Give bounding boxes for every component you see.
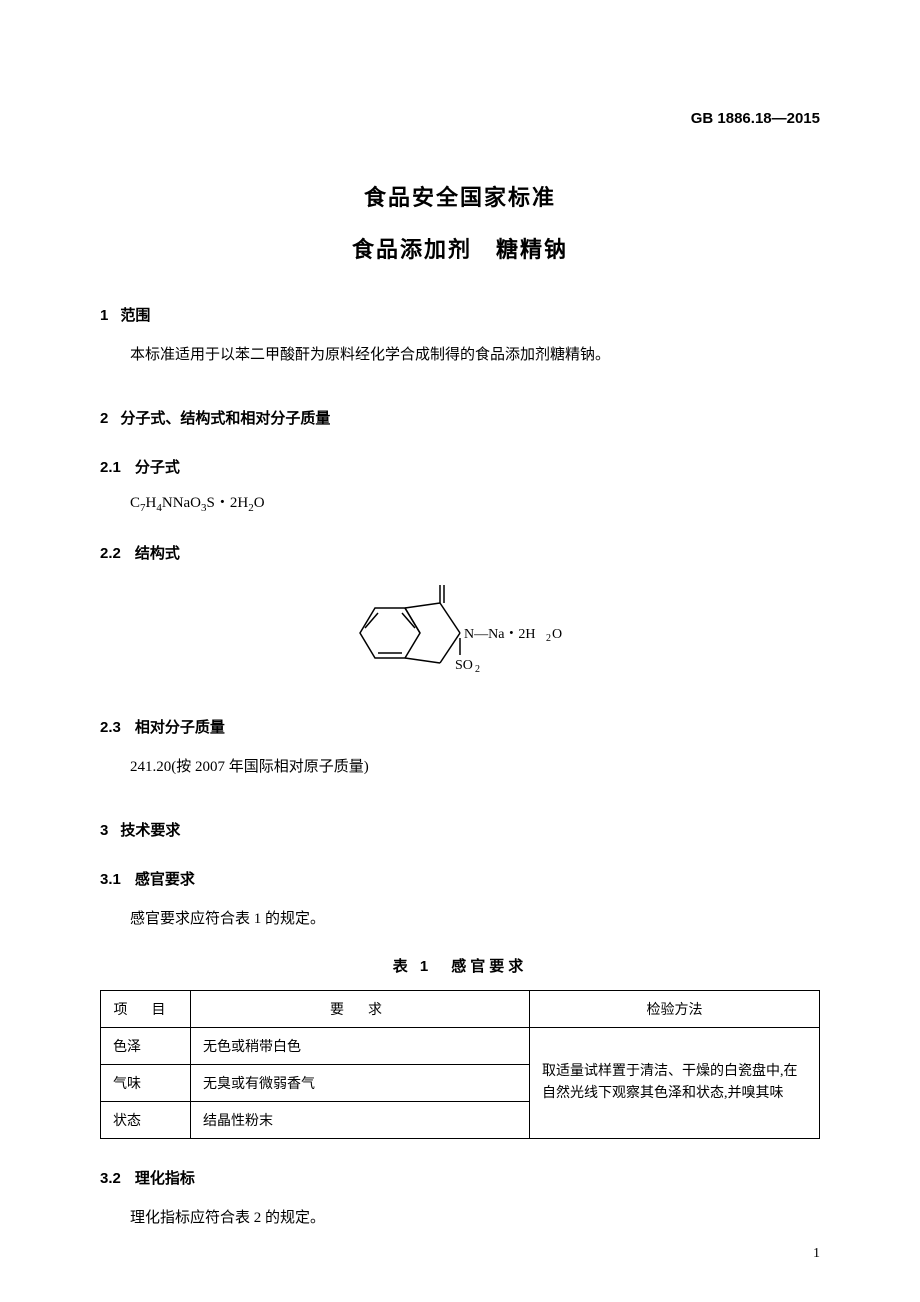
section-3-1-num: 3.1	[100, 871, 121, 888]
table-cell-requirement: 无色或稍带白色	[191, 1028, 530, 1065]
section-3-1-heading: 3.1 感官要求	[100, 868, 820, 889]
section-2-2-heading: 2.2 结构式	[100, 542, 820, 563]
svg-text:2: 2	[546, 633, 551, 644]
section-3-num: 3	[100, 822, 108, 839]
section-3-heading: 3 技术要求	[100, 819, 820, 840]
section-2-3-title: 相对分子质量	[135, 719, 225, 736]
table-header-row: 项目 要求 检验方法	[101, 991, 820, 1028]
section-3-title: 技术要求	[120, 822, 180, 839]
section-2-1-heading: 2.1 分子式	[100, 456, 820, 477]
section-3-1-title: 感官要求	[135, 871, 195, 888]
title-sub: 食品添加剂 糖精钠	[100, 232, 820, 264]
section-1-heading: 1 范围	[100, 304, 820, 325]
table-cell-item: 气味	[101, 1065, 191, 1102]
table-header-method: 检验方法	[530, 991, 820, 1028]
molecular-formula: C7H4NNaO3S・2H2O	[130, 491, 820, 514]
structural-formula: O N—Na・2H 2 O SO 2	[100, 583, 820, 688]
section-1-num: 1	[100, 307, 108, 324]
section-3-2-heading: 3.2 理化指标	[100, 1167, 820, 1188]
table-header-requirement: 要求	[191, 991, 530, 1028]
svg-text:2: 2	[475, 664, 480, 675]
section-2-heading: 2 分子式、结构式和相对分子质量	[100, 407, 820, 428]
table-header-item: 项目	[101, 991, 191, 1028]
table-1-caption: 表 1 感官要求	[100, 955, 820, 976]
section-1-title: 范围	[120, 307, 150, 324]
section-3-2-title: 理化指标	[135, 1170, 195, 1187]
table-row: 色泽 无色或稍带白色 取适量试样置于清洁、干燥的白瓷盘中,在自然光线下观察其色泽…	[101, 1028, 820, 1065]
standard-code: GB 1886.18—2015	[691, 110, 820, 127]
svg-text:SO: SO	[455, 658, 473, 673]
section-1-body: 本标准适用于以苯二甲酸酐为原料经化学合成制得的食品添加剂糖精钠。	[100, 343, 820, 367]
section-2-title: 分子式、结构式和相对分子质量	[120, 410, 330, 427]
title-main: 食品安全国家标准	[100, 180, 820, 212]
section-3-2-body: 理化指标应符合表 2 的规定。	[100, 1206, 820, 1230]
svg-text:O: O	[552, 627, 562, 642]
relative-mass: 241.20(按 2007 年国际相对原子质量)	[100, 755, 820, 779]
table-cell-requirement: 无臭或有微弱香气	[191, 1065, 530, 1102]
table-cell-item: 状态	[101, 1102, 191, 1139]
table-1: 项目 要求 检验方法 色泽 无色或稍带白色 取适量试样置于清洁、干燥的白瓷盘中,…	[100, 990, 820, 1139]
table-cell-method: 取适量试样置于清洁、干燥的白瓷盘中,在自然光线下观察其色泽和状态,并嗅其味	[530, 1028, 820, 1139]
svg-text:O: O	[437, 583, 447, 587]
section-2-2-title: 结构式	[135, 545, 180, 562]
page-number: 1	[813, 1246, 820, 1262]
section-2-num: 2	[100, 410, 108, 427]
table-cell-requirement: 结晶性粉末	[191, 1102, 530, 1139]
section-3-1-body: 感官要求应符合表 1 的规定。	[100, 907, 820, 931]
svg-text:N—Na・2H: N—Na・2H	[464, 627, 536, 642]
section-3-2-num: 3.2	[100, 1170, 121, 1187]
section-2-1-num: 2.1	[100, 459, 121, 476]
section-2-2-num: 2.2	[100, 545, 121, 562]
table-cell-item: 色泽	[101, 1028, 191, 1065]
section-2-3-num: 2.3	[100, 719, 121, 736]
section-2-3-heading: 2.3 相对分子质量	[100, 716, 820, 737]
section-2-1-title: 分子式	[135, 459, 180, 476]
